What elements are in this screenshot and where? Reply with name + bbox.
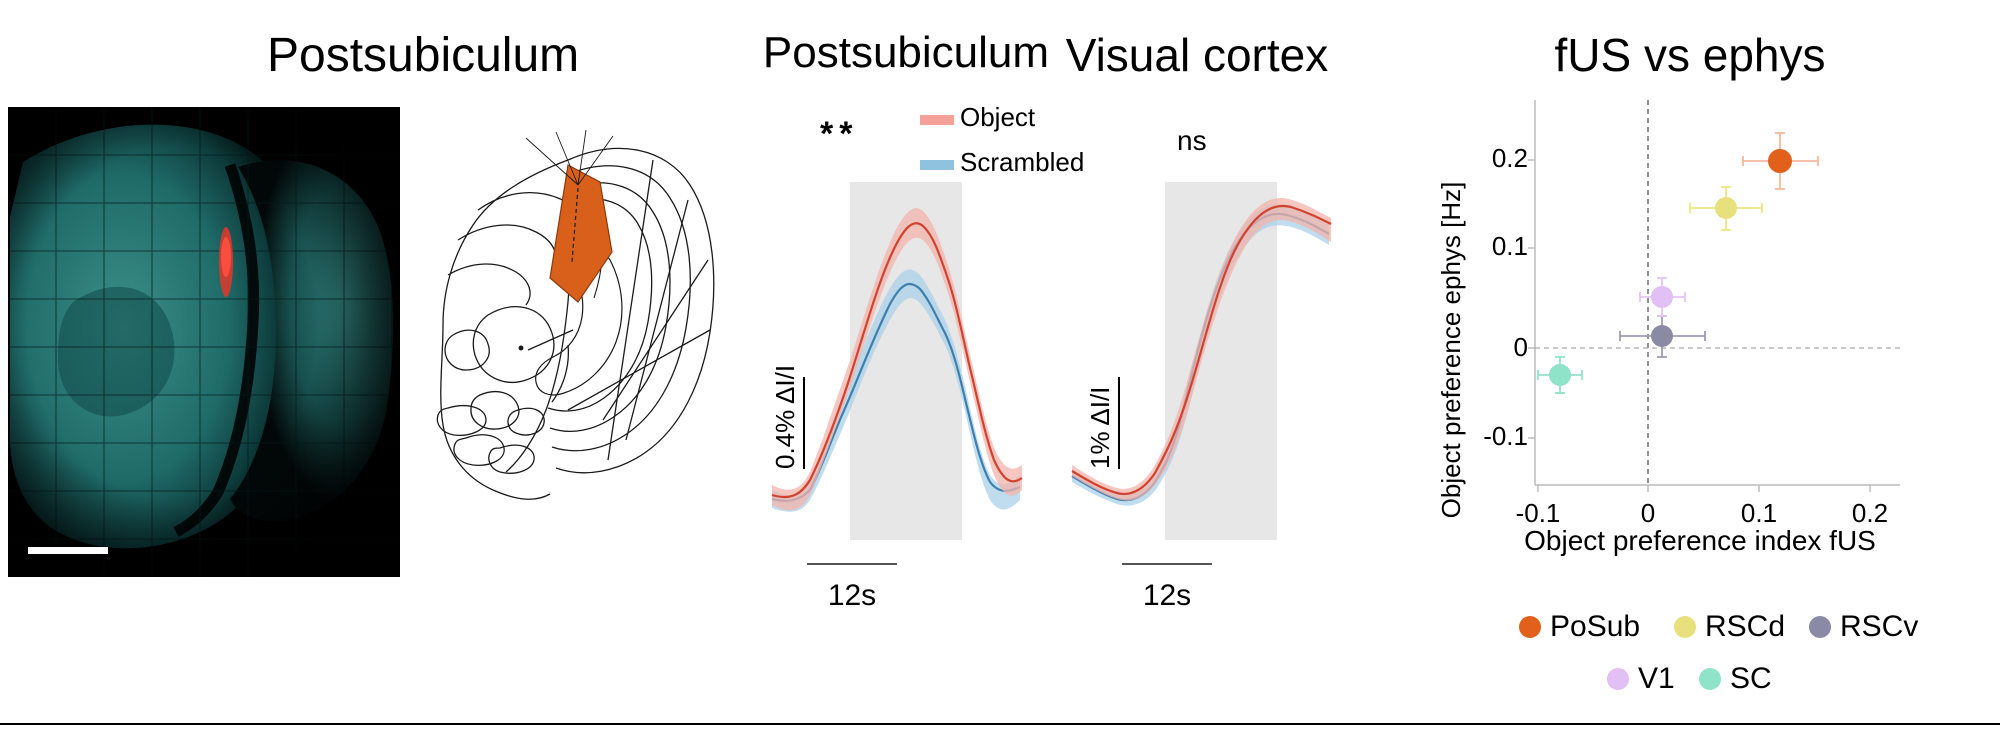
svg-text:Object preference index fUS: Object preference index fUS: [1524, 525, 1876, 556]
svg-text:-0.1: -0.1: [1516, 498, 1561, 528]
svg-text:0: 0: [1514, 332, 1528, 362]
svg-text:0: 0: [1641, 498, 1655, 528]
svg-text:Object: Object: [960, 102, 1036, 132]
svg-text:-0.1: -0.1: [1483, 421, 1528, 451]
svg-text:0.1: 0.1: [1492, 231, 1528, 261]
svg-text:0.2: 0.2: [1492, 143, 1528, 173]
svg-text:0.1: 0.1: [1741, 498, 1777, 528]
svg-text:RSCd: RSCd: [1705, 610, 1785, 643]
svg-text:Object preference ephys [Hz]: Object preference ephys [Hz]: [1436, 182, 1466, 519]
svg-text:12s: 12s: [828, 579, 876, 612]
svg-text:12s: 12s: [1143, 579, 1191, 612]
svg-text:V1: V1: [1638, 662, 1675, 695]
svg-text:PoSub: PoSub: [1550, 610, 1640, 643]
svg-text:1% ΔI/I: 1% ΔI/I: [1085, 387, 1115, 469]
svg-text:0.2: 0.2: [1852, 498, 1888, 528]
svg-text:SC: SC: [1730, 662, 1772, 695]
svg-text:RSCv: RSCv: [1840, 610, 1918, 643]
svg-text:0.4% ΔI/I: 0.4% ΔI/I: [770, 365, 800, 469]
